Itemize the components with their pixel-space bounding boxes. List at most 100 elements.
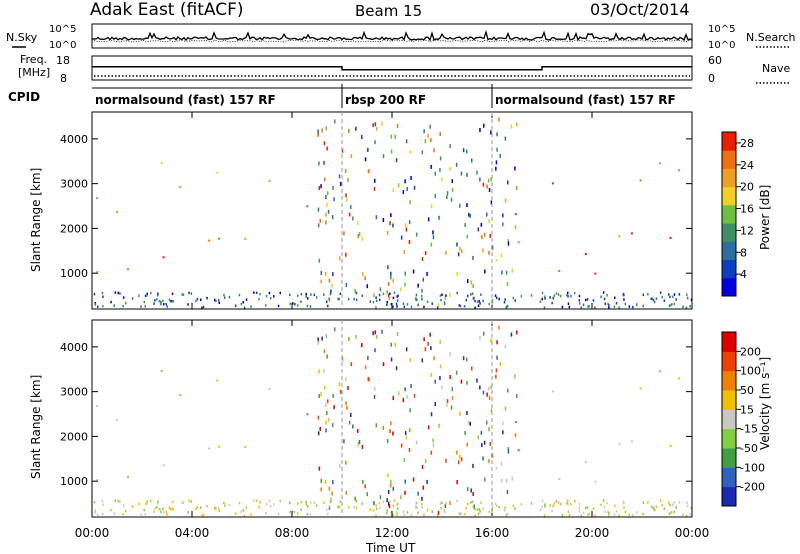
power-point (439, 156, 442, 161)
velocity-point (504, 344, 507, 349)
velocity-point (642, 501, 645, 505)
power-point (594, 306, 596, 309)
power-point (400, 235, 403, 240)
velocity-point (375, 504, 377, 507)
power-point (460, 171, 463, 176)
velocity-point (319, 426, 321, 431)
power-point (482, 182, 485, 187)
velocity-point (441, 501, 443, 504)
colorbar-tick-label: 20 (740, 181, 754, 194)
velocity-point (179, 394, 182, 397)
power-point (496, 132, 498, 137)
power-point (388, 296, 391, 301)
velocity-point (273, 503, 275, 506)
velocity-point (444, 504, 447, 508)
velocity-panel-frame (91, 319, 693, 518)
power-point (318, 258, 321, 263)
power-point (673, 302, 676, 306)
velocity-point (162, 507, 164, 511)
velocity-point (558, 478, 561, 480)
velocity-point (218, 509, 220, 513)
power-point (339, 181, 342, 186)
velocity-point (673, 510, 676, 514)
velocity-point (568, 513, 571, 517)
velocity-point (582, 511, 585, 515)
velocity-point (421, 506, 423, 509)
velocity-yticks: 1000 2000 3000 4000 (60, 341, 692, 488)
power-point (685, 306, 688, 310)
velocity-point (375, 514, 377, 517)
velocity-point (465, 357, 468, 362)
power-point (504, 136, 507, 141)
velocity-point (673, 501, 676, 504)
velocity-point (218, 507, 220, 510)
power-point (332, 185, 334, 190)
colorbar-swatch (722, 168, 736, 188)
velocity-point (430, 450, 433, 455)
power-point (582, 303, 585, 307)
power-point (423, 129, 425, 134)
power-point (366, 284, 368, 289)
power-point (405, 139, 408, 144)
power-point (305, 295, 307, 298)
power-point (505, 305, 508, 309)
power-point (483, 123, 485, 128)
power-colorbar: 4 8 12 16 20 24 28 (721, 131, 754, 297)
power-point (474, 299, 476, 303)
colorbar-tick-label: 15 (740, 403, 754, 416)
power-point (405, 227, 408, 232)
velocity-point (686, 504, 689, 508)
velocity-point (396, 513, 398, 516)
power-point (439, 294, 442, 297)
velocity-point (584, 461, 587, 463)
velocity-point (446, 399, 449, 404)
power-point (449, 144, 451, 149)
velocity-point (330, 497, 332, 502)
velocity-point (669, 444, 672, 447)
velocity-point (512, 504, 515, 508)
power-point (153, 302, 155, 305)
power-point (326, 300, 328, 304)
power-point (265, 304, 267, 307)
velocity-point (570, 502, 572, 506)
power-point (421, 288, 423, 293)
velocity-point (392, 396, 394, 401)
power-point (477, 227, 480, 232)
velocity-point (372, 509, 375, 512)
power-point (440, 298, 442, 302)
beam-title: Beam 15 (355, 2, 422, 20)
power-point (396, 305, 398, 308)
power-point (650, 297, 653, 300)
velocity-point (567, 510, 570, 513)
power-point (170, 299, 172, 303)
velocity-point (392, 486, 394, 491)
power-point (432, 235, 435, 240)
power-point (403, 305, 406, 308)
velocity-point (350, 413, 352, 417)
power-point (436, 306, 439, 309)
power-point (481, 235, 483, 240)
velocity-point (224, 504, 226, 507)
velocity-point (466, 411, 468, 415)
velocity-point (395, 510, 398, 514)
power-point (253, 291, 255, 294)
power-point (390, 275, 392, 280)
power-point (482, 248, 484, 253)
power-point (364, 276, 366, 281)
power-point (240, 302, 243, 306)
power-point (541, 297, 543, 301)
power-point (406, 187, 408, 191)
colorbar-swatch (722, 370, 736, 391)
velocity-point (326, 411, 328, 415)
power-point (551, 301, 553, 305)
power-point (216, 171, 219, 174)
power-point (102, 295, 104, 298)
velocity-point (94, 511, 97, 514)
power-point (313, 293, 316, 297)
power-point (368, 169, 370, 174)
power-point (600, 295, 602, 298)
power-point (520, 295, 523, 298)
velocity-point (140, 513, 142, 516)
power-point (476, 300, 479, 303)
